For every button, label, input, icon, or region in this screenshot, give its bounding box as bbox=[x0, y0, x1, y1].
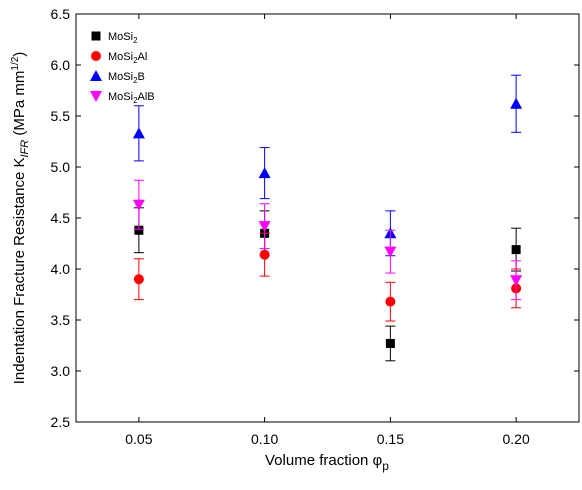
legend-label: MoSi2 bbox=[108, 31, 138, 45]
data-point bbox=[258, 167, 271, 179]
x-tick-label: 0.15 bbox=[377, 431, 404, 447]
y-tick-label: 5.0 bbox=[51, 159, 71, 175]
data-point bbox=[385, 338, 395, 348]
legend-marker bbox=[90, 70, 102, 81]
legend-label: MoSi2B bbox=[108, 71, 145, 85]
data-point bbox=[132, 127, 145, 139]
series-2 bbox=[132, 74, 523, 257]
series-0 bbox=[133, 207, 522, 362]
y-tick-label: 5.5 bbox=[51, 108, 71, 124]
legend-label: MoSi2Al bbox=[108, 51, 147, 65]
plot-frame bbox=[75, 13, 580, 423]
x-tick-label: 0.20 bbox=[503, 431, 530, 447]
data-point bbox=[385, 296, 396, 307]
x-tick-label: 0.10 bbox=[251, 431, 278, 447]
legend-marker bbox=[91, 31, 101, 41]
data-point bbox=[134, 225, 144, 235]
data-point bbox=[258, 221, 271, 233]
x-axis-title: Volume fraction φp bbox=[265, 452, 389, 473]
series-layer bbox=[132, 74, 523, 362]
legend: MoSi2 MoSi2Al MoSi2B MoSi2AlB bbox=[90, 31, 155, 105]
y-tick-label: 3.5 bbox=[51, 312, 71, 328]
y-tick-label: 3.0 bbox=[51, 363, 71, 379]
series-3 bbox=[132, 179, 523, 301]
data-point bbox=[511, 245, 521, 255]
series-1 bbox=[133, 232, 522, 322]
y-tick-label: 6.0 bbox=[51, 57, 71, 73]
data-point bbox=[259, 249, 270, 260]
y-tick-label: 4.5 bbox=[51, 210, 71, 226]
y-tick-label: 4.0 bbox=[51, 261, 71, 277]
y-tick-label: 2.5 bbox=[51, 414, 71, 430]
legend-marker bbox=[91, 51, 101, 61]
legend-label: MoSi2AlB bbox=[108, 91, 155, 105]
y-axis-title: Indentation Fracture Resistance KIFR (MP… bbox=[10, 52, 31, 385]
data-point bbox=[510, 97, 523, 109]
legend-marker bbox=[90, 91, 102, 102]
data-point bbox=[132, 199, 145, 211]
y-tick-label: 6.5 bbox=[51, 6, 71, 22]
data-point bbox=[384, 246, 397, 258]
data-point bbox=[133, 274, 144, 285]
data-point bbox=[510, 275, 523, 287]
ticks: 2.5 3.0 3.5 4.0 4.5 5.0 5.5 6.0 6.5 0.05 0.10 0.15 0… bbox=[51, 6, 579, 447]
x-tick-label: 0.05 bbox=[125, 431, 152, 447]
